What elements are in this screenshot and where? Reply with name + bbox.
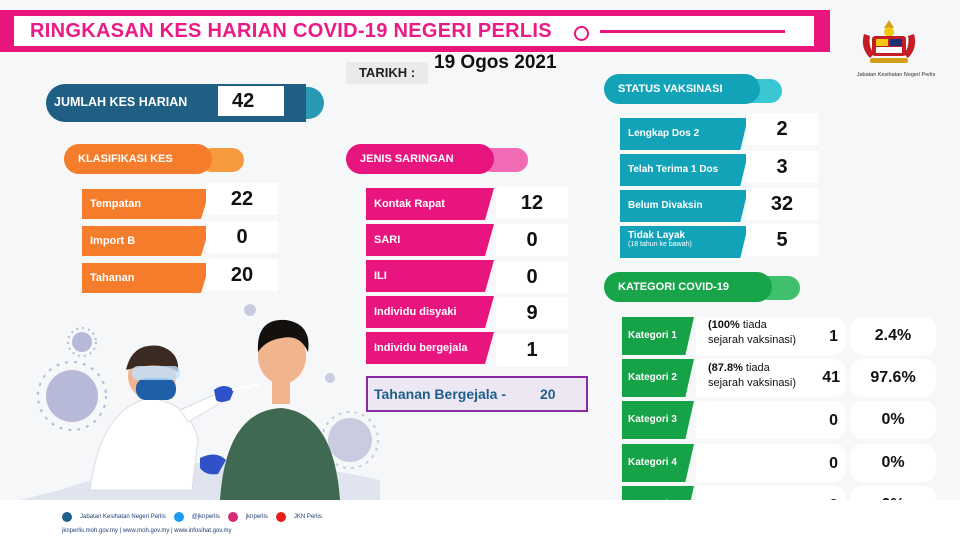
saringan-row-label: ILI	[366, 260, 494, 292]
jumlah-value: 42	[232, 90, 255, 112]
kategori-card	[696, 444, 846, 482]
klasifikasi-row-value: 20	[206, 259, 278, 291]
saringan-header: JENIS SARINGAN	[346, 144, 494, 174]
jumlah-label: JUMLAH KES HARIAN	[54, 95, 188, 109]
saringan-row-label: Individu disyaki	[366, 296, 494, 328]
swab-test-illustration	[20, 290, 380, 500]
jumlah-value-box	[218, 86, 284, 116]
klasifikasi-row-label: Tempatan	[82, 189, 210, 219]
kategori-percent: 0%	[850, 444, 936, 482]
vaksinasi-row-value: 3	[746, 151, 818, 183]
vaksinasi-row-value: 2	[746, 113, 818, 145]
klasifikasi-row-label: Tahanan	[82, 263, 210, 293]
vaksinasi-row-label: Tidak Layak	[628, 230, 686, 241]
kategori-card	[696, 317, 846, 355]
kategori-percent: 2.4%	[850, 317, 936, 355]
tahanan-bergejala-box	[366, 376, 588, 412]
coat-of-arms-logo	[858, 18, 920, 70]
tahanan-bergejala-value: 20	[540, 386, 556, 402]
saringan-row-value: 9	[496, 297, 568, 329]
vaksinasi-row-value: 32	[746, 188, 818, 220]
footer	[0, 500, 960, 539]
saringan-row-label: Individu bergejala	[366, 332, 494, 364]
saringan-row-value: 0	[496, 224, 568, 256]
youtube-icon[interactable]	[275, 512, 286, 522]
saringan-row-value: 1	[496, 334, 568, 366]
saringan-row-value: 12	[496, 187, 568, 219]
kategori-count: 41	[822, 369, 840, 386]
kategori-percent: 0%	[850, 401, 936, 439]
kategori-row-label: Kategori 2	[622, 359, 694, 397]
kategori-note: (100% tiada sejarah vaksinasi)	[708, 318, 796, 348]
kategori-count: 0	[829, 455, 838, 472]
vaksinasi-row-label: Telah Terima 1 Dos	[620, 154, 748, 186]
virus-icon	[321, 411, 379, 469]
page-title: RINGKASAN KES HARIAN COVID-19 NEGERI PER…	[30, 20, 552, 42]
title-decor-line	[600, 30, 785, 33]
kategori-card	[696, 359, 846, 397]
kategori-note-text: tiada	[739, 319, 767, 331]
footer-links[interactable]: jknperlis.moh.gov.my | www.moh.gov.my | …	[62, 528, 232, 534]
vaksinasi-row-sublabel: (18 tahun ke bawah)	[628, 241, 692, 248]
date-value: 19 Ogos 2021	[434, 52, 557, 73]
saringan-row-label: SARI	[366, 224, 494, 256]
kategori-note-line2: sejarah vaksinasi)	[708, 334, 797, 346]
vaksinasi-header: STATUS VAKSINASI	[604, 74, 760, 104]
saringan-row-value: 0	[496, 261, 568, 293]
twitter-icon[interactable]	[173, 512, 184, 522]
klasifikasi-header: KLASIFIKASI KES	[64, 144, 212, 174]
kategori-header: KATEGORI COVID-19	[604, 272, 772, 302]
klasifikasi-row-value: 22	[206, 183, 278, 215]
vaksinasi-row-tidak-layak: Tidak Layak (18 tahun ke bawah)	[620, 226, 748, 258]
kategori-row-label: Kategori 3	[622, 401, 694, 439]
kategori-note-pct: (100%	[708, 319, 740, 331]
kategori-note-text: tiada	[742, 362, 770, 374]
kategori-card	[696, 401, 846, 439]
vaksinasi-row-label: Belum Divaksin	[620, 190, 748, 222]
kategori-note-line2: sejarah vaksinasi)	[708, 377, 797, 389]
logo-caption: Jabatan Kesihatan Negeri Perlis	[856, 72, 936, 78]
footer-social-text[interactable]: Jabatan Kesihatan Negeri Perlis	[80, 514, 166, 520]
vaksinasi-row-value: 5	[746, 224, 818, 256]
tahanan-bergejala-label: Tahanan Bergejala -	[374, 386, 507, 402]
kategori-row-label: Kategori 1	[622, 317, 694, 355]
footer-social-text[interactable]: @jknperlis	[191, 514, 220, 520]
kategori-row-label: Kategori 4	[622, 444, 694, 482]
virus-icon	[37, 361, 107, 431]
instagram-icon[interactable]	[227, 512, 238, 522]
kategori-note-pct: (87.8%	[708, 362, 743, 374]
klasifikasi-row-label: Import B	[82, 226, 210, 256]
kategori-count: 1	[829, 328, 838, 345]
saringan-row-label: Kontak Rapat	[366, 188, 494, 220]
virus-icon	[67, 327, 97, 357]
kategori-count: 0	[829, 412, 838, 429]
footer-social-row: Jabatan Kesihatan Negeri Perlis @jknperl…	[62, 512, 322, 522]
vaksinasi-row-label: Lengkap Dos 2	[620, 118, 748, 150]
kategori-note: (87.8% tiada sejarah vaksinasi)	[708, 361, 796, 391]
facebook-icon[interactable]	[62, 512, 72, 522]
date-label: TARIKH :	[346, 62, 428, 84]
footer-social-text[interactable]: jknperlis	[245, 514, 268, 520]
kategori-percent: 97.6%	[850, 359, 936, 397]
klasifikasi-row-value: 0	[206, 221, 278, 253]
title-decor-dot	[574, 26, 589, 41]
footer-social-text[interactable]: JKN Perlis	[293, 514, 322, 520]
